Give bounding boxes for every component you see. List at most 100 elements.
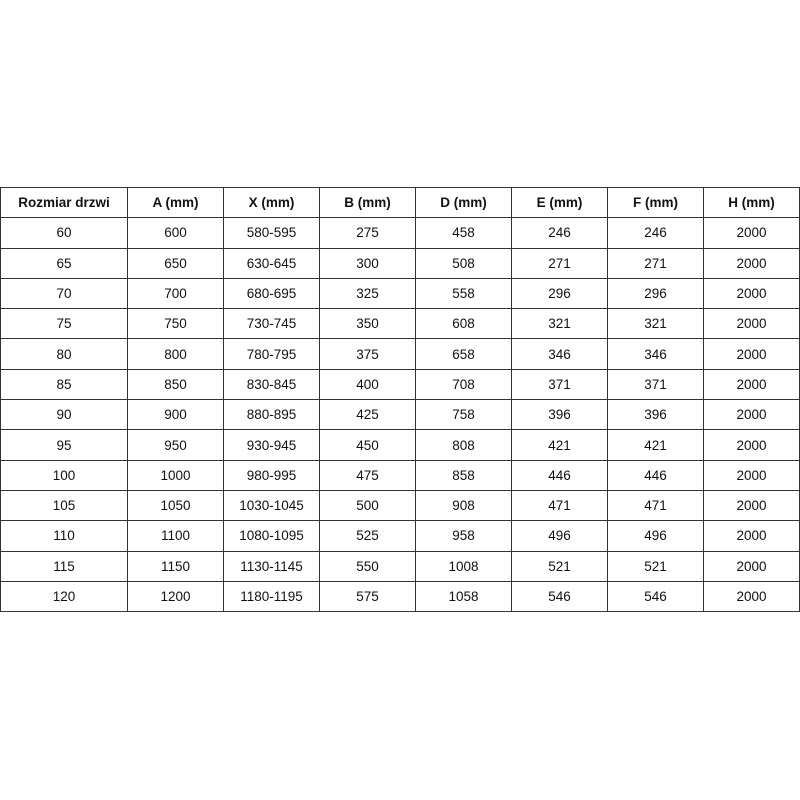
table-cell: 830-845 [223, 368, 320, 401]
table-cell: 120 [0, 580, 128, 613]
table-cell: 246 [511, 217, 608, 249]
table-cell: 650 [127, 247, 224, 279]
table-row: 65 650 630-645 300 508 271 271 2000 [0, 247, 800, 279]
table-cell: 2000 [703, 520, 800, 552]
table-cell: 2000 [703, 459, 800, 491]
table-cell: 2000 [703, 399, 800, 431]
column-header: F (mm) [607, 186, 704, 219]
table-cell: 708 [415, 368, 512, 401]
table-cell: 325 [319, 277, 416, 310]
table-cell: 75 [0, 308, 128, 340]
table-cell: 630-645 [223, 247, 320, 279]
table-cell: 750 [127, 308, 224, 340]
table-cell: 958 [415, 520, 512, 552]
dimensions-table: Rozmiar drzwi A (mm) X (mm) B (mm) D (mm) E (… [0, 186, 800, 613]
table-cell: 450 [319, 429, 416, 461]
table-row: 80 800 780-795 375 658 346 346 2000 [0, 338, 800, 370]
table-cell: 346 [511, 338, 608, 370]
table-cell: 2000 [703, 429, 800, 461]
table-cell: 350 [319, 308, 416, 340]
table-cell: 246 [607, 217, 704, 249]
table-cell: 550 [319, 550, 416, 582]
table-cell: 110 [0, 520, 128, 552]
table-cell: 2000 [703, 308, 800, 340]
table-cell: 421 [511, 429, 608, 461]
table-cell: 808 [415, 429, 512, 461]
table-cell: 758 [415, 399, 512, 431]
table-cell: 2000 [703, 338, 800, 370]
table-cell: 271 [607, 247, 704, 279]
table-cell: 1150 [127, 550, 224, 582]
table-cell: 346 [607, 338, 704, 370]
table-row: 70 700 680-695 325 558 296 296 2000 [0, 277, 800, 310]
table-row: 85 850 830-845 400 708 371 371 2000 [0, 368, 800, 401]
table-cell: 730-745 [223, 308, 320, 340]
table-cell: 396 [607, 399, 704, 431]
column-header: E (mm) [511, 186, 608, 219]
table-cell: 60 [0, 217, 128, 249]
table-cell: 546 [607, 580, 704, 613]
table-cell: 458 [415, 217, 512, 249]
table-cell: 1050 [127, 489, 224, 522]
table-cell: 1000 [127, 459, 224, 491]
table-cell: 396 [511, 399, 608, 431]
table-cell: 858 [415, 459, 512, 491]
table-cell: 2000 [703, 247, 800, 279]
table-row: 60 600 580-595 275 458 246 246 2000 [0, 217, 800, 249]
table-row: 100 1000 980-995 475 858 446 446 2000 [0, 459, 800, 491]
column-header: X (mm) [223, 186, 320, 219]
table-cell: 85 [0, 368, 128, 401]
column-header: D (mm) [415, 186, 512, 219]
table-cell: 321 [511, 308, 608, 340]
table-cell: 2000 [703, 489, 800, 522]
table-cell: 600 [127, 217, 224, 249]
table-cell: 908 [415, 489, 512, 522]
table-cell: 300 [319, 247, 416, 279]
table-cell: 296 [607, 277, 704, 310]
table-row: 115 1150 1130-1145 550 1008 521 521 2000 [0, 550, 800, 582]
table-cell: 375 [319, 338, 416, 370]
table-cell: 271 [511, 247, 608, 279]
table-cell: 496 [607, 520, 704, 552]
table-row: 75 750 730-745 350 608 321 321 2000 [0, 308, 800, 340]
table-cell: 105 [0, 489, 128, 522]
table-cell: 80 [0, 338, 128, 370]
table-cell: 95 [0, 429, 128, 461]
table-cell: 2000 [703, 550, 800, 582]
table-cell: 2000 [703, 217, 800, 249]
table-cell: 850 [127, 368, 224, 401]
table-cell: 115 [0, 550, 128, 582]
table-cell: 400 [319, 368, 416, 401]
table-cell: 1100 [127, 520, 224, 552]
table-cell: 508 [415, 247, 512, 279]
table-cell: 425 [319, 399, 416, 431]
table-cell: 608 [415, 308, 512, 340]
table-cell: 496 [511, 520, 608, 552]
table-cell: 780-795 [223, 338, 320, 370]
table-cell: 2000 [703, 368, 800, 401]
table-cell: 70 [0, 277, 128, 310]
table-cell: 1008 [415, 550, 512, 582]
table-cell: 700 [127, 277, 224, 310]
table-row: 95 950 930-945 450 808 421 421 2000 [0, 429, 800, 461]
table-cell: 558 [415, 277, 512, 310]
table-cell: 800 [127, 338, 224, 370]
table-row: 105 1050 1030-1045 500 908 471 471 2000 [0, 489, 800, 522]
table-cell: 275 [319, 217, 416, 249]
table-cell: 880-895 [223, 399, 320, 431]
table-cell: 546 [511, 580, 608, 613]
table-cell: 1030-1045 [223, 489, 320, 522]
table-cell: 371 [607, 368, 704, 401]
table-row: 120 1200 1180-1195 575 1058 546 546 2000 [0, 580, 800, 613]
table-cell: 1058 [415, 580, 512, 613]
table-cell: 1200 [127, 580, 224, 613]
column-header: A (mm) [127, 186, 224, 219]
table-cell: 930-945 [223, 429, 320, 461]
header-row: Rozmiar drzwi A (mm) X (mm) B (mm) D (mm) E (… [0, 186, 800, 219]
table-cell: 521 [607, 550, 704, 582]
table-cell: 658 [415, 338, 512, 370]
table-cell: 525 [319, 520, 416, 552]
table-cell: 471 [607, 489, 704, 522]
table-cell: 680-695 [223, 277, 320, 310]
table-cell: 371 [511, 368, 608, 401]
